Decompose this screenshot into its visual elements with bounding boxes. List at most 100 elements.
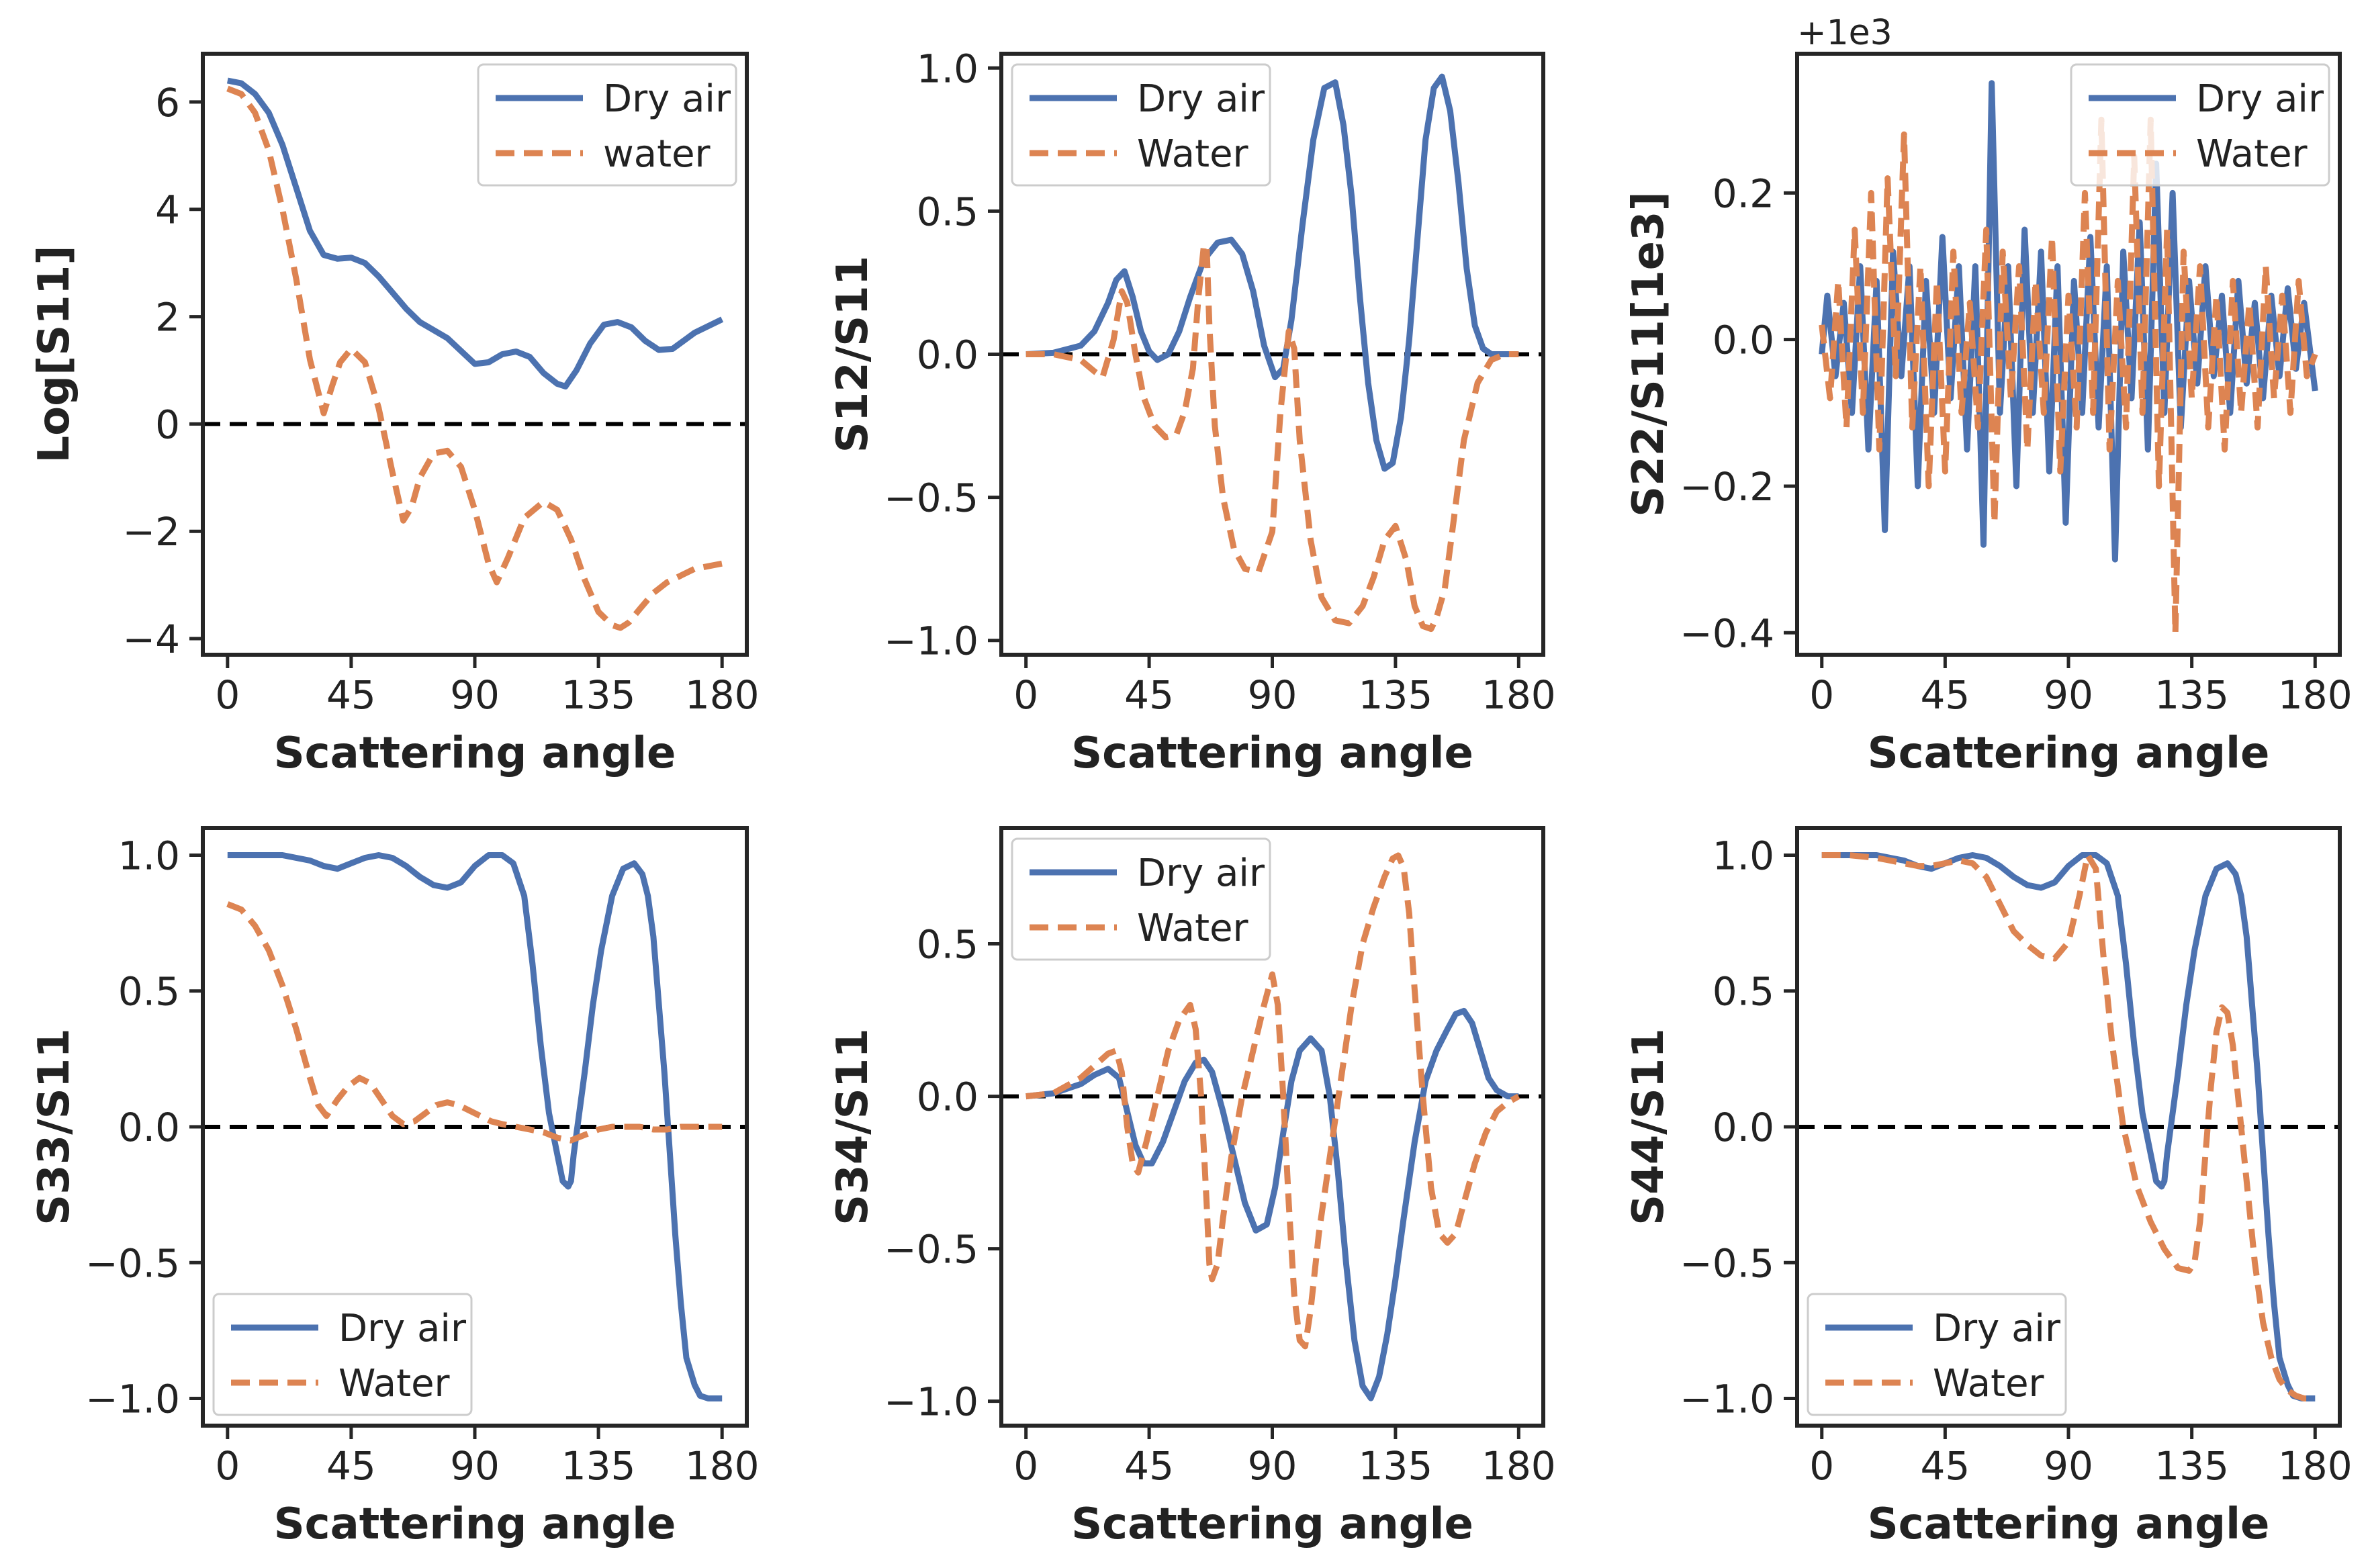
legend-label: Water (1933, 1362, 2045, 1405)
axes-frame (999, 52, 1545, 657)
y-tick-label: 6 (155, 80, 180, 126)
series-line-dry-air (1026, 73, 1519, 472)
legend: Dry air Water (212, 1293, 473, 1416)
x-tick-label: 45 (1124, 1443, 1174, 1489)
x-tick-label: 180 (1482, 672, 1556, 718)
axes-frame (1795, 826, 2342, 1428)
x-tick-label: 135 (561, 672, 636, 718)
y-tick-label: 4 (155, 187, 180, 233)
y-tick-label: 0.0 (917, 332, 978, 378)
axes-frame (999, 826, 1545, 1428)
y-tick-label: 0.5 (118, 969, 180, 1015)
x-axis-label: Scattering angle (1071, 1500, 1473, 1549)
y-tick-label: 0.5 (917, 922, 978, 968)
y-tick-label: −1.0 (884, 618, 978, 664)
x-tick-label: 135 (1359, 672, 1433, 718)
legend-label: Dry air (2196, 77, 2324, 121)
legend-label: Dry air (338, 1307, 467, 1350)
x-tick-label: 0 (1809, 1443, 1834, 1489)
legend: Dry air Water (1011, 63, 1271, 187)
axis-offset-text: +1e3 (1797, 13, 1893, 53)
y-tick-label: 0.5 (917, 189, 978, 234)
x-tick-label: 45 (1124, 672, 1174, 718)
y-tick-label: 0.0 (1713, 318, 1774, 363)
x-tick-label: 180 (2278, 1443, 2353, 1489)
x-tick-label: 45 (1920, 1443, 1970, 1489)
axes-frame (201, 52, 749, 657)
series-line-dry-air (1819, 80, 2318, 563)
x-tick-label: 45 (326, 672, 376, 718)
series-line-water (226, 85, 723, 631)
y-tick-label: 0.2 (1713, 171, 1774, 216)
series-line-dry-air (1821, 852, 2316, 1401)
y-tick-label: −0.5 (884, 475, 978, 521)
y-tick-label: −0.2 (1680, 464, 1774, 510)
axes-frame (201, 826, 749, 1428)
subplot-3: 0 45 90 135 180 −0.4 −0.2 0.0 0.2 Scattering angl… (1624, 13, 2353, 778)
y-tick-label: −0.4 (1680, 610, 1774, 656)
y-tick-label: −4 (123, 616, 181, 662)
y-axis-label: Log[S11] (30, 245, 79, 463)
x-axis-label: Scattering angle (274, 1500, 676, 1549)
x-tick-label: 0 (1809, 672, 1834, 718)
subplot-1: 0 45 90 135 180 −4 −2 0 2 4 6 Scattering angle Log[S… (30, 52, 760, 778)
x-tick-label: 180 (2278, 672, 2353, 718)
x-axis-label: Scattering angle (1868, 729, 2270, 778)
x-tick-label: 0 (1013, 672, 1038, 718)
y-tick-label: 0.0 (1713, 1105, 1774, 1150)
x-tick-label: 135 (561, 1443, 636, 1489)
series-line-dry-air (227, 852, 723, 1401)
series-line-water (226, 901, 723, 1144)
y-tick-label: −2 (123, 509, 181, 555)
y-axis-label: S44/S11 (1624, 1028, 1674, 1226)
series-line-dry-air (1026, 1007, 1519, 1401)
y-tick-label: −1.0 (1680, 1377, 1774, 1422)
x-tick-label: 45 (326, 1443, 376, 1489)
x-axis-label: Scattering angle (1868, 1500, 2270, 1549)
subplot-5: 0 45 90 135 180 −1.0 −0.5 0.0 0.5 Scattering angl… (828, 826, 1556, 1549)
x-tick-label: 180 (685, 672, 760, 718)
y-tick-label: 1.0 (917, 46, 978, 91)
x-tick-label: 90 (1248, 672, 1297, 718)
series-line-water (1821, 852, 2316, 1401)
x-tick-label: 90 (450, 672, 500, 718)
legend-label: Water (1137, 907, 1249, 950)
x-axis-label: Scattering angle (274, 729, 676, 778)
y-tick-label: −1.0 (85, 1377, 180, 1422)
x-tick-label: 90 (450, 1443, 500, 1489)
y-tick-label: 2 (155, 295, 180, 340)
series-line-water (1819, 116, 2318, 636)
x-tick-label: 90 (2044, 672, 2093, 718)
x-tick-label: 0 (215, 672, 240, 718)
x-tick-label: 135 (2154, 1443, 2229, 1489)
y-axis-label: S34/S11 (828, 1028, 878, 1226)
legend-label: Water (338, 1362, 451, 1405)
legend: Dry air Water (1807, 1293, 2067, 1416)
y-tick-label: 0.0 (118, 1105, 180, 1150)
series-line-water (1026, 852, 1520, 1350)
y-axis-label: S12/S11 (828, 256, 878, 453)
x-tick-label: 180 (1482, 1443, 1556, 1489)
x-tick-label: 135 (2154, 672, 2229, 718)
y-tick-label: 0.5 (1713, 969, 1774, 1015)
y-axis-label: S33/S11 (30, 1028, 79, 1226)
x-tick-label: 0 (1013, 1443, 1038, 1489)
x-tick-label: 90 (1248, 1443, 1297, 1489)
legend-label: Dry air (603, 77, 731, 121)
y-tick-label: −0.5 (1680, 1240, 1774, 1286)
x-tick-label: 135 (1359, 1443, 1433, 1489)
legend-label: Dry air (1137, 851, 1265, 895)
subplot-2: 0 45 90 135 180 −1.0 −0.5 0.0 0.5 1.0 Scattering a… (828, 46, 1556, 778)
y-tick-label: 1.0 (118, 833, 180, 878)
legend: Dry air Water (1011, 837, 1271, 961)
legend-label: Water (1137, 132, 1249, 176)
y-tick-label: 1.0 (1713, 833, 1774, 878)
legend: Dry air Water (2070, 63, 2330, 187)
subplot-4: 0 45 90 135 180 −1.0 −0.5 0.0 0.5 1.0 Scattering a… (30, 826, 760, 1549)
legend-label: Water (2196, 132, 2308, 176)
legend-label: Dry air (1933, 1307, 2061, 1350)
x-tick-label: 45 (1920, 672, 1970, 718)
x-tick-label: 180 (685, 1443, 760, 1489)
x-axis-label: Scattering angle (1071, 729, 1473, 778)
